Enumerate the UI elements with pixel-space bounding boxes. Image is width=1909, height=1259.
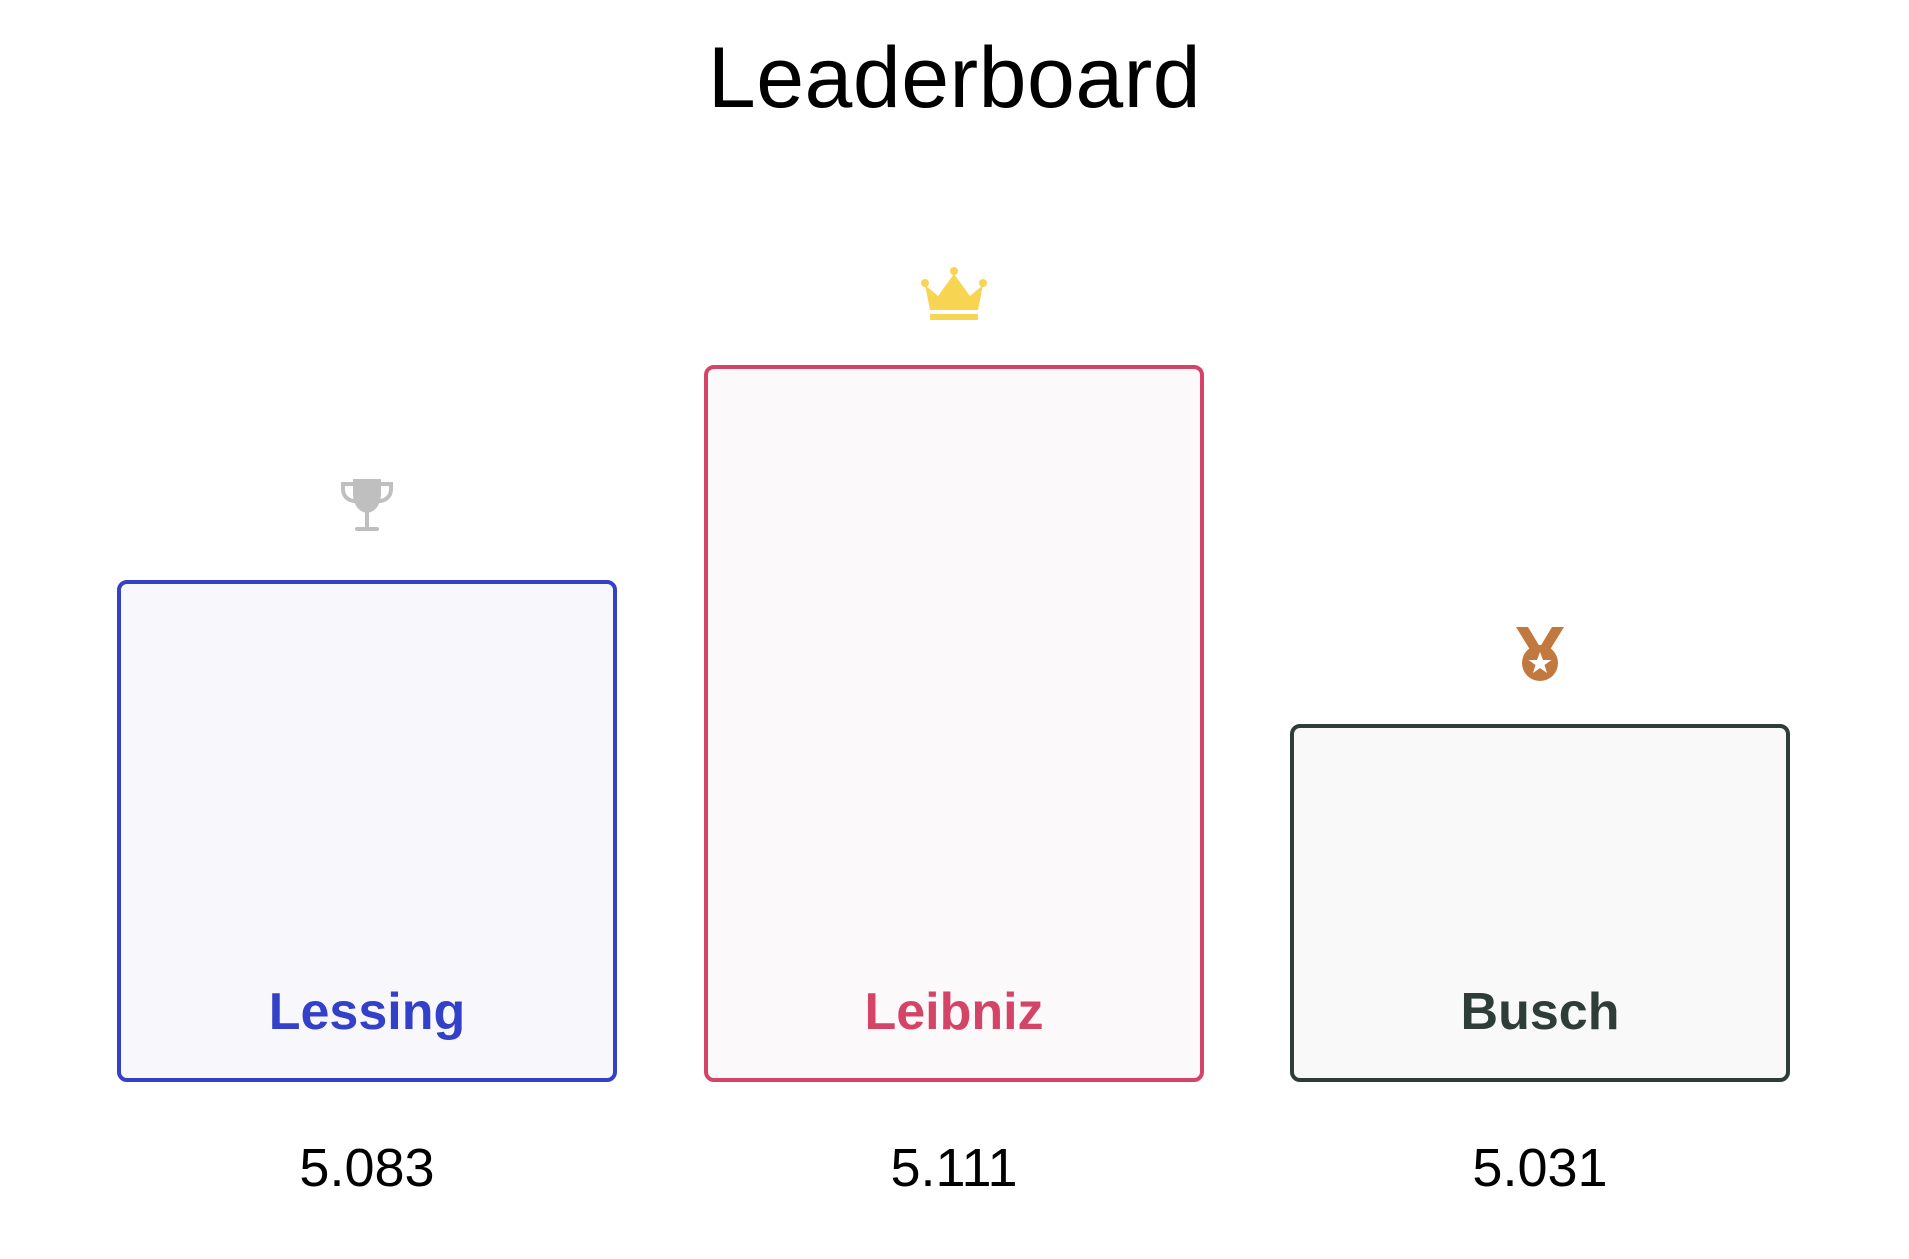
entry-name: Busch	[1460, 983, 1620, 1041]
entry-score: 5.083	[299, 1138, 435, 1198]
leaderboard-title: Leaderboard	[707, 30, 1202, 126]
entry-score: 5.111	[890, 1138, 1018, 1198]
medal-icon	[1290, 625, 1790, 683]
crown-icon	[704, 266, 1204, 324]
podium-column-busch: Busch 5.031	[1290, 0, 1790, 1259]
podium-bar-busch: Busch	[1290, 724, 1790, 1082]
entry-name: Leibniz	[864, 983, 1044, 1041]
entry-score: 5.031	[1472, 1138, 1608, 1198]
podium-column-leibniz: Leibniz 5.111	[704, 0, 1204, 1259]
podium-column-lessing: Lessing 5.083	[117, 0, 617, 1259]
podium-bar-leibniz: Leibniz	[704, 365, 1204, 1082]
entry-name: Lessing	[268, 983, 466, 1041]
podium-bar-lessing: Lessing	[117, 580, 617, 1082]
trophy-icon	[117, 475, 617, 535]
